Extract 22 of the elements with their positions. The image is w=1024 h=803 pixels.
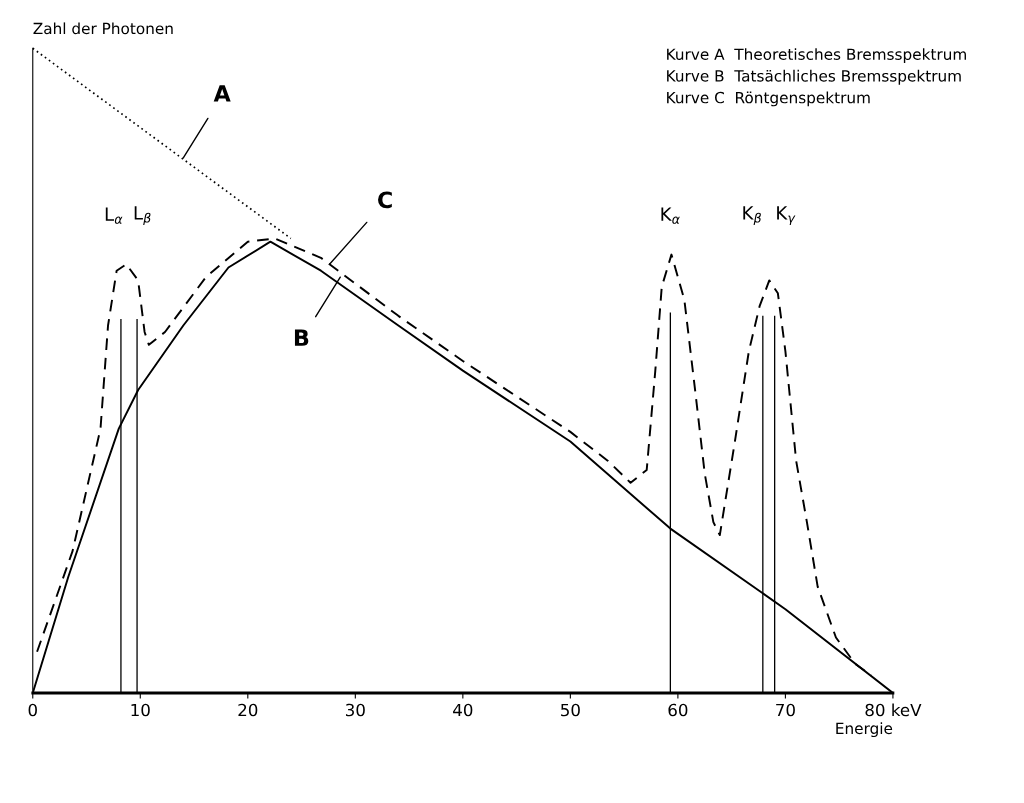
annotation: K$_{γ}$ xyxy=(777,206,796,226)
annotation: K$_{β}$ xyxy=(743,206,761,226)
x-tick-label: 0 xyxy=(28,703,37,717)
annotation: Kurve B Tatsächliches Bremsspektrum xyxy=(667,69,961,85)
annotation: Kurve A Theoretisches Bremsspektrum xyxy=(667,48,966,63)
y-axis-title: Zahl der Photonen xyxy=(33,22,173,35)
annotation: C xyxy=(378,191,392,209)
x-tick-label: 60 xyxy=(668,703,688,717)
x-tick-label: 80 keV xyxy=(865,703,922,717)
x-tick-label: 40 xyxy=(453,703,473,717)
annotation: A xyxy=(213,85,231,102)
annotation: L$_{β}$ xyxy=(134,206,151,226)
x-tick-label: 50 xyxy=(561,703,580,717)
x-tick-label: 70 xyxy=(776,703,795,717)
annotation: Kurve C Röntgenspektrum xyxy=(667,91,870,107)
x-tick-label: 10 xyxy=(131,703,150,717)
x-axis-title: Energie xyxy=(836,722,893,738)
annotation: K$_{α}$ xyxy=(661,207,680,224)
annotation: L$_{α}$ xyxy=(105,207,123,224)
x-tick-label: 30 xyxy=(345,703,365,717)
annotation: B xyxy=(294,329,309,346)
x-tick-label: 20 xyxy=(238,703,258,717)
